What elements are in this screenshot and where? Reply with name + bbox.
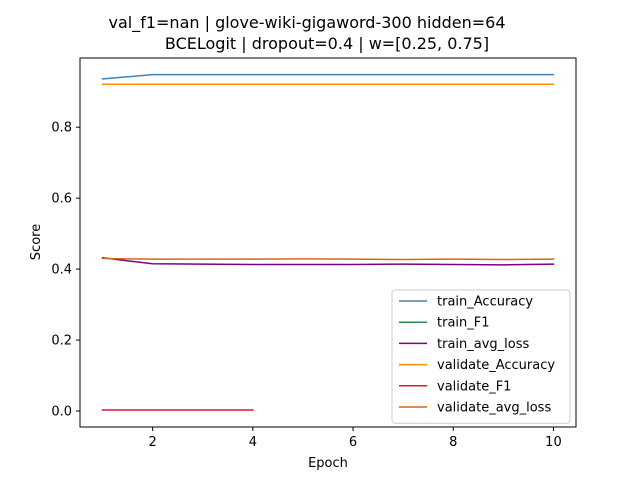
y-axis-label: Score — [29, 224, 44, 260]
legend-frame — [391, 289, 571, 424]
series-line-train_Accuracy — [101, 73, 555, 80]
x-tick-label: 2 — [149, 435, 157, 450]
plot-marks — [101, 73, 555, 411]
x-axis-label: Epoch — [308, 456, 348, 471]
x-tick-label: 6 — [349, 435, 357, 450]
x-tick-label: 8 — [449, 435, 457, 450]
x-tick-label: 10 — [545, 435, 562, 450]
legend-entry-train_avg_loss: train_avg_loss — [437, 337, 530, 352]
legend-entry-validate_avg_loss: validate_avg_loss — [437, 401, 551, 416]
x-tick-label: 4 — [249, 435, 257, 450]
legend-entry-validate_F1: validate_F1 — [437, 379, 511, 394]
chart-title-line-2: BCELogit | dropout=0.4 | w=[0.25, 0.75] — [165, 34, 489, 53]
y-tick-label: 0.4 — [51, 263, 72, 278]
y-tick-label: 0.0 — [51, 405, 72, 420]
legend-entry-train_Accuracy: train_Accuracy — [437, 295, 533, 310]
y-tick-label: 0.6 — [51, 192, 72, 207]
chart-title-line-1: val_f1=nan | glove-wiki-gigaword-300 hid… — [108, 13, 505, 33]
x-axis-ticks: 2 4 6 8 10 — [149, 427, 562, 450]
y-tick-label: 0.2 — [51, 334, 72, 349]
legend-entry-train_F1: train_F1 — [437, 316, 490, 331]
plot-area-frame — [79, 57, 577, 428]
y-tick-label: 0.8 — [51, 121, 72, 136]
legend: train_Accuracy train_F1 train_avg_lossvali… — [391, 289, 571, 424]
series-line-validate_avg_loss — [101, 257, 555, 261]
legend-entry-validate_Accuracy: validate_Accuracy — [437, 358, 555, 373]
y-axis-ticks: 0.0 0.2 0.4 0.6 0.8 — [51, 121, 80, 420]
series-line-train_avg_loss — [101, 256, 555, 266]
